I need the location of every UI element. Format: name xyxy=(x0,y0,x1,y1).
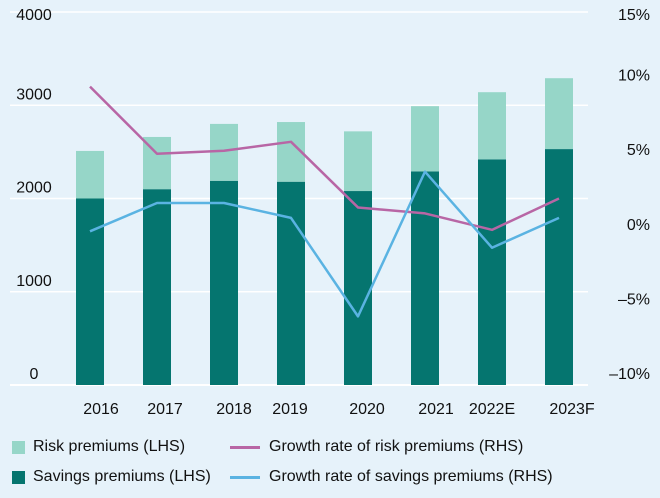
legend-item-savings-growth: Growth rate of savings premiums (RHS) xyxy=(230,468,553,486)
x-tick-label: 2022E xyxy=(469,401,515,418)
legend: Risk premiums (LHS) Growth rate of risk … xyxy=(12,434,652,492)
line-risk-growth xyxy=(89,85,560,232)
y-right-tick-label: 15% xyxy=(618,7,650,24)
bar-savings-2021 xyxy=(411,171,439,385)
x-tick-label: 2021 xyxy=(418,401,454,418)
legend-swatch xyxy=(230,445,260,449)
bar-risk-2020 xyxy=(344,131,372,192)
x-tick-label: 2017 xyxy=(147,401,183,418)
x-tick-label: 2020 xyxy=(349,401,385,418)
legend-label: Growth rate of risk premiums (RHS) xyxy=(269,438,524,455)
y-left-tick-label: 3000 xyxy=(16,86,52,103)
line-savings-growth xyxy=(89,170,560,318)
legend-item-risk-premiums: Risk premiums (LHS) xyxy=(12,438,185,456)
y-left-tick-label: 1000 xyxy=(16,273,52,290)
bar-savings-2023F xyxy=(545,149,573,385)
bar-savings-2020 xyxy=(344,191,372,385)
x-tick-label: 2018 xyxy=(216,401,252,418)
bar-savings-2017 xyxy=(143,189,171,385)
x-tick-label: 2016 xyxy=(83,401,119,418)
legend-label: Growth rate of savings premiums (RHS) xyxy=(269,468,553,485)
legend-label: Savings premiums (LHS) xyxy=(33,468,211,485)
legend-item-savings-premiums: Savings premiums (LHS) xyxy=(12,468,211,486)
bar-savings-2019 xyxy=(277,181,305,385)
legend-swatch xyxy=(230,475,260,479)
bar-risk-2021 xyxy=(411,106,439,172)
legend-swatch xyxy=(12,470,25,484)
bars xyxy=(76,78,573,385)
y-right-tick-label: –10% xyxy=(609,366,650,383)
tick-labels: 0 1000 2000 3000 4000 –10% –5% 0% 5% 10% 15% 2016 20… xyxy=(16,7,650,418)
growth-lines xyxy=(89,85,560,318)
bar-savings-2018 xyxy=(210,180,238,385)
y-left-tick-label: 0 xyxy=(30,366,39,383)
y-right-tick-label: 0% xyxy=(627,217,650,234)
chart: 0 1000 2000 3000 4000 –10% –5% 0% 5% 10% 15% 2016 20… xyxy=(10,7,650,418)
y-right-tick-label: 10% xyxy=(618,68,650,85)
y-left-tick-label: 4000 xyxy=(16,7,52,24)
x-tick-label: 2019 xyxy=(272,401,308,418)
bar-savings-2022E xyxy=(478,159,506,385)
y-right-tick-label: 5% xyxy=(627,142,650,159)
bar-risk-2016 xyxy=(76,150,104,199)
bar-savings-2016 xyxy=(76,198,104,385)
y-right-tick-label: –5% xyxy=(618,291,650,308)
legend-item-risk-growth: Growth rate of risk premiums (RHS) xyxy=(230,438,523,456)
legend-swatch xyxy=(12,440,25,454)
legend-label: Risk premiums (LHS) xyxy=(33,438,186,455)
bar-risk-2023F xyxy=(545,78,573,150)
x-tick-label: 2023F xyxy=(549,401,595,418)
y-left-tick-label: 2000 xyxy=(16,180,52,197)
bar-risk-2022E xyxy=(478,92,506,160)
